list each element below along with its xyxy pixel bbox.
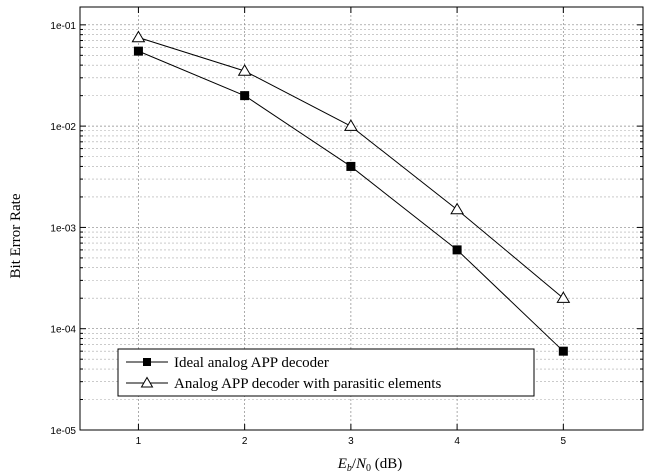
y-tick-label: 1e-02 (50, 122, 76, 133)
x-axis-label-slash: / (352, 456, 357, 472)
x-axis-label-unit: (dB) (371, 456, 402, 472)
legend: Ideal analog APP decoder Analog APP deco… (117, 348, 535, 397)
plot-frame (79, 6, 644, 431)
series-layer (131, 30, 571, 356)
legend-marker-triangle (140, 376, 154, 388)
y-axis-label: Bit Error Rate (8, 193, 24, 278)
data-point-parasitic (237, 64, 252, 76)
y-tick-label: 1e-04 (50, 325, 76, 336)
x-axis-label: Eb/N0 (dB) (337, 456, 403, 473)
legend-box (117, 348, 535, 397)
data-point-ideal (133, 46, 143, 56)
x-tick-label: 2 (242, 436, 248, 447)
x-tick-label: 3 (348, 436, 354, 447)
x-tick-label: 4 (454, 436, 460, 447)
legend-label-parasitic: Analog APP decoder with parasitic elemen… (174, 376, 441, 392)
data-point-ideal (452, 245, 462, 255)
legend-marker-square (143, 358, 151, 366)
x-axis-label-n: N (355, 456, 367, 472)
data-point-parasitic (344, 119, 358, 131)
x-axis-label-sub-b: b (347, 463, 352, 473)
x-axis-label-e: E (337, 456, 347, 472)
data-point-parasitic (450, 202, 464, 215)
x-tick-label: 5 (561, 436, 567, 447)
data-point-ideal (558, 346, 568, 356)
y-tick-label: 1e-05 (50, 426, 76, 437)
legend-label-ideal: Ideal analog APP decoder (174, 355, 329, 371)
y-tick-label: 1e-03 (50, 223, 76, 234)
y-tick-label: 1e-01 (50, 21, 76, 32)
x-tick-label: 1 (136, 436, 142, 447)
data-point-ideal (240, 91, 250, 101)
data-point-parasitic (131, 30, 146, 43)
x-axis-label-sub-0: 0 (366, 463, 371, 473)
axes: 1e-01 1e-02 1e-03 1e-04 1e-05 1 2 3 4 5 (50, 6, 644, 447)
data-point-parasitic (556, 291, 571, 303)
data-point-ideal (346, 161, 356, 171)
